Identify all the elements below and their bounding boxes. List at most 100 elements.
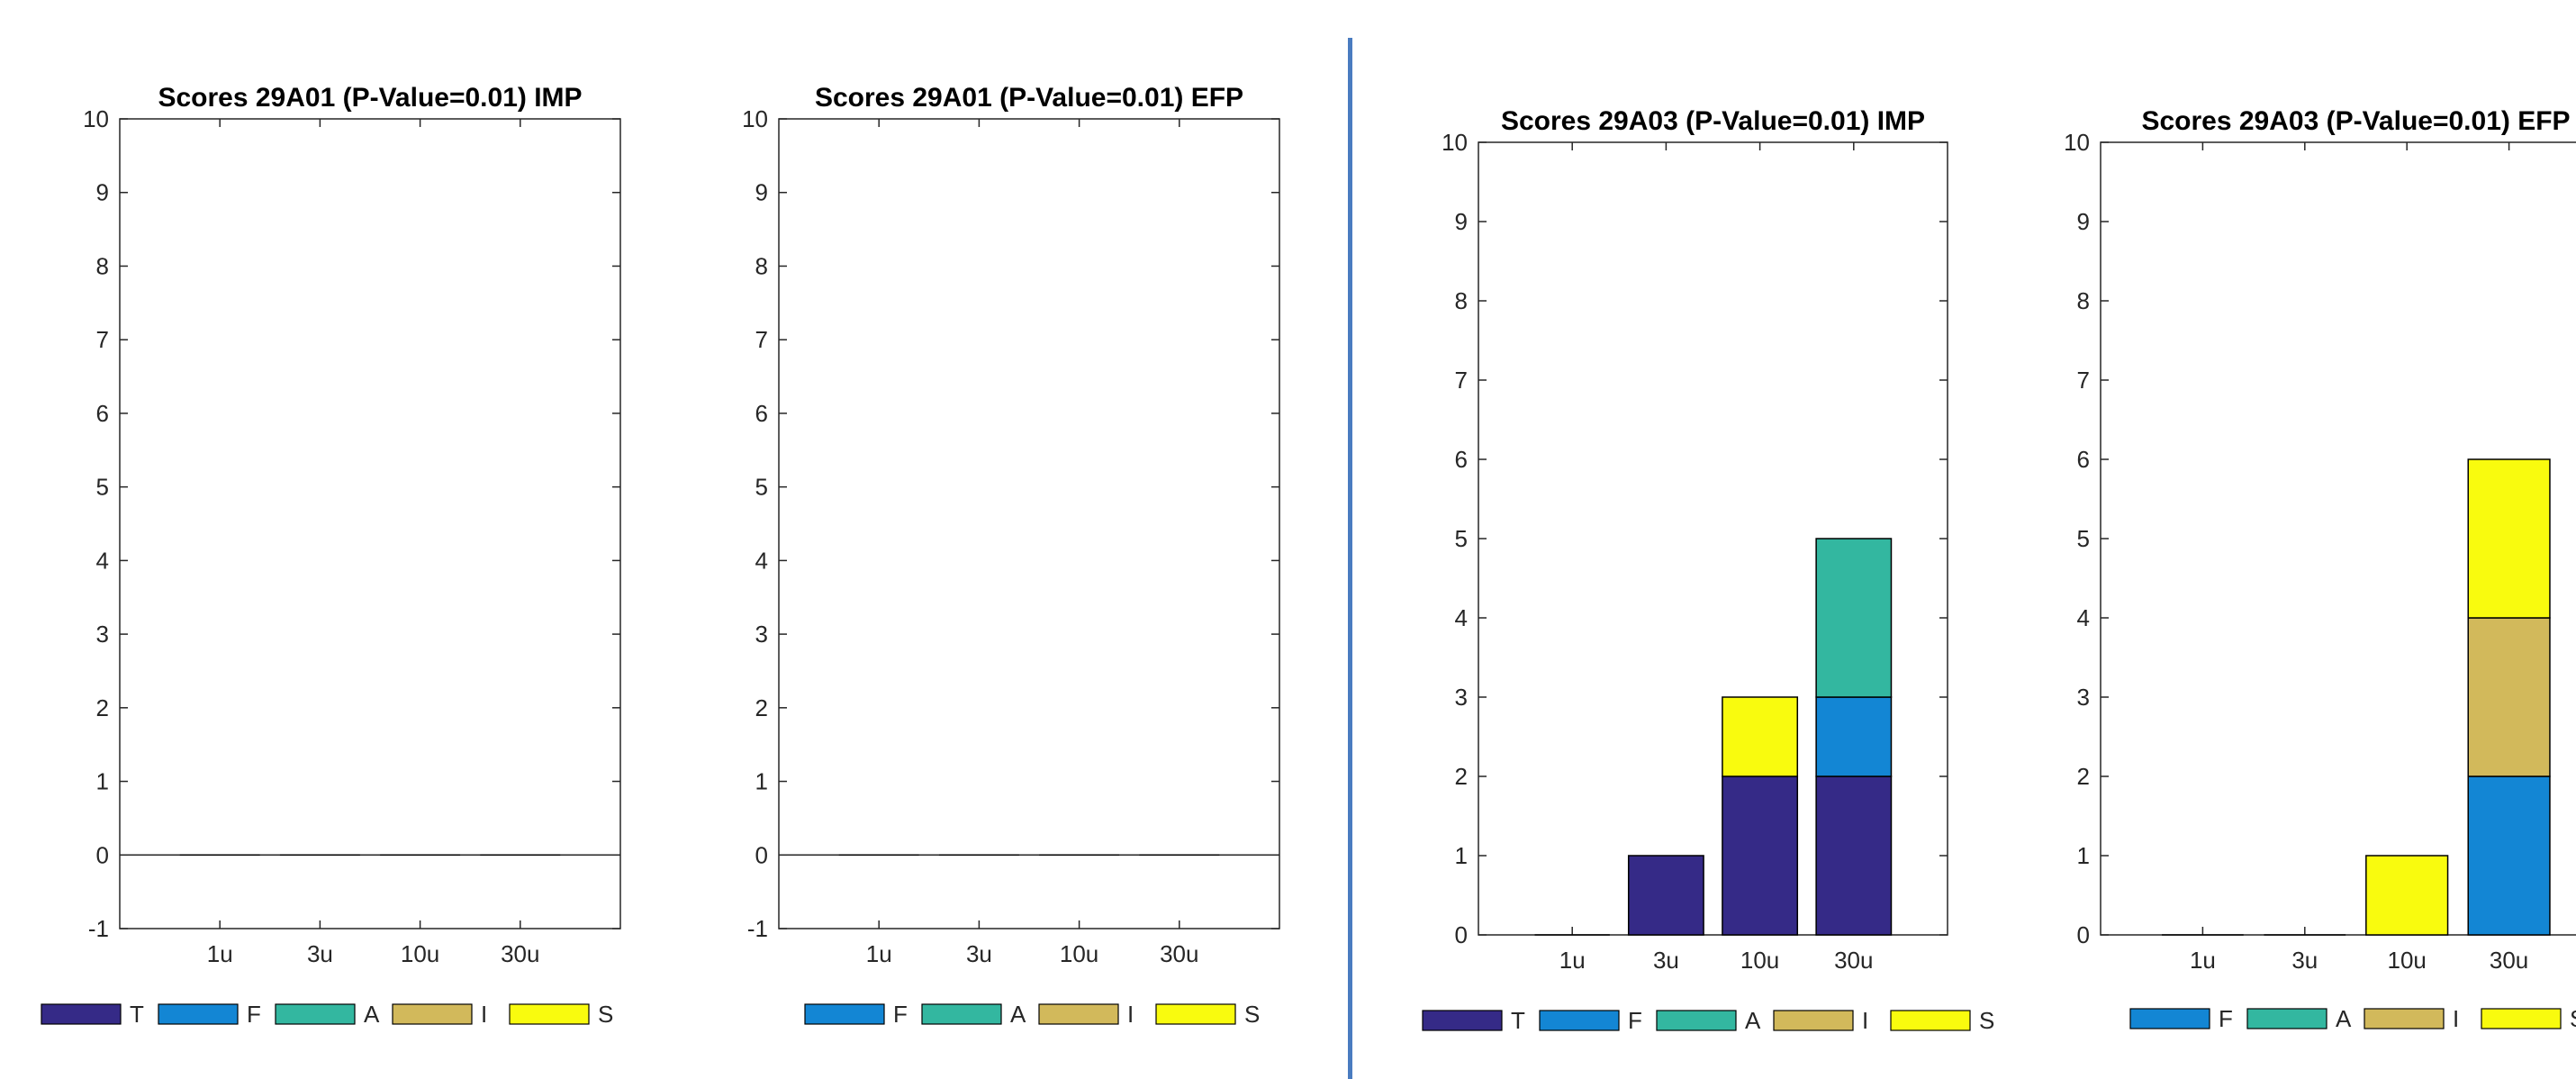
x-tick-label: 10u	[1740, 947, 1779, 974]
y-tick-label: -1	[88, 915, 109, 942]
bar-segment-T-3u	[1627, 855, 1704, 936]
y-tick-label: 9	[2077, 208, 2090, 235]
chart-title: Scores 29A01 (P-Value=0.01) IMP	[158, 83, 582, 113]
legend-label-A: A	[2336, 1005, 2352, 1032]
y-tick-label: 3	[96, 621, 109, 648]
y-tick-label: 9	[1455, 208, 1468, 235]
legend-label-S: S	[1979, 1007, 1994, 1034]
legend-swatch-F	[804, 1003, 885, 1025]
y-tick-label: 10	[83, 105, 109, 132]
bar-segment-F-30u	[1815, 696, 1893, 777]
y-tick-label: 0	[2077, 921, 2090, 948]
bar-segment-T-30u	[1815, 775, 1893, 936]
y-tick-label: 0	[755, 841, 768, 868]
bar-segment-S-30u	[2467, 458, 2551, 619]
legend-label-T: T	[1511, 1007, 1525, 1034]
plot-area-frame	[119, 118, 621, 929]
legend-label-A: A	[364, 1001, 380, 1028]
legend-swatch-I	[1773, 1010, 1854, 1031]
chart-panel-4: Scores 29A03 (P-Value=0.01) EFP 0 1 2 3 4 5 6 7 8…	[2064, 106, 2576, 1032]
legend-swatch-A	[921, 1003, 1002, 1025]
y-tick-label: 7	[96, 326, 109, 353]
y-tick-label: 8	[96, 252, 109, 279]
panel-divider	[1348, 38, 1352, 1079]
chart-title: Scores 29A03 (P-Value=0.01) EFP	[2141, 106, 2570, 136]
legend-label-F: F	[893, 1001, 908, 1028]
y-tick-label: 3	[1455, 684, 1468, 711]
y-tick-label: 2	[2077, 763, 2090, 790]
legend-swatch-I	[392, 1003, 473, 1025]
legend-label-T: T	[130, 1001, 144, 1028]
legend-swatch-I	[1038, 1003, 1119, 1025]
legend-label-S: S	[598, 1001, 613, 1028]
bar-segment-S-10u	[2365, 855, 2449, 936]
legend-label-F: F	[1628, 1007, 1642, 1034]
legend-swatch-A	[275, 1003, 356, 1025]
y-tick-label: 6	[96, 400, 109, 427]
y-tick-label: 8	[755, 252, 768, 279]
legend-label-I: I	[481, 1001, 487, 1028]
y-tick-label: 7	[755, 326, 768, 353]
y-tick-label: 0	[96, 841, 109, 868]
chart-panel-2: Scores 29A01 (P-Value=0.01) EFP -1 0 1 2 3 4 5 6…	[742, 83, 1280, 1028]
x-tick-label: 1u	[1559, 947, 1586, 974]
legend-label-A: A	[1010, 1001, 1026, 1028]
legend-swatch-F	[2129, 1008, 2210, 1029]
plot-area-frame	[778, 118, 1280, 929]
legend-label-F: F	[2219, 1005, 2233, 1032]
y-tick-label: 1	[1455, 842, 1468, 869]
y-tick-label: 4	[755, 547, 768, 574]
legend-swatch-S	[1155, 1003, 1236, 1025]
y-tick-label: 8	[1455, 287, 1468, 314]
y-tick-label: 10	[1442, 129, 1468, 156]
y-tick-label: 4	[96, 547, 109, 574]
y-tick-label: 5	[1455, 525, 1468, 552]
bar-segment-A-30u	[1815, 538, 1893, 698]
x-tick-label: 3u	[307, 940, 333, 967]
y-tick-label: 3	[2077, 684, 2090, 711]
y-tick-label: 8	[2077, 287, 2090, 314]
x-tick-label: 30u	[1834, 947, 1873, 974]
y-tick-label: 2	[96, 694, 109, 721]
x-tick-label: 30u	[501, 940, 539, 967]
y-tick-label: 6	[2077, 446, 2090, 473]
legend-label-F: F	[247, 1001, 261, 1028]
y-tick-label: 1	[755, 768, 768, 795]
y-tick-label: 5	[2077, 525, 2090, 552]
legend-swatch-I	[2364, 1008, 2445, 1029]
legend-swatch-S	[1890, 1010, 1971, 1031]
legend-label-I: I	[1127, 1001, 1134, 1028]
y-tick-label: 4	[2077, 604, 2090, 631]
chart-panel-1: Scores 29A01 (P-Value=0.01) IMP -1 0 1 2 3 4 5 6…	[41, 83, 621, 1028]
x-tick-label: 1u	[2190, 947, 2216, 974]
y-tick-label: 4	[1455, 604, 1468, 631]
y-tick-label: 2	[1455, 763, 1468, 790]
y-tick-label: 1	[96, 768, 109, 795]
x-tick-label: 3u	[1653, 947, 1679, 974]
y-tick-label: 0	[1455, 921, 1468, 948]
bar-segment-S-10u	[1722, 696, 1799, 777]
legend-swatch-A	[2246, 1008, 2327, 1029]
y-tick-label: 6	[1455, 446, 1468, 473]
legend-swatch-S	[2481, 1008, 2562, 1029]
legend-label-I: I	[1862, 1007, 1868, 1034]
legend-swatch-F	[1539, 1010, 1620, 1031]
x-tick-label: 1u	[207, 940, 233, 967]
y-tick-label: 5	[755, 474, 768, 501]
legend-label-A: A	[1745, 1007, 1761, 1034]
legend-label-S: S	[1244, 1001, 1260, 1028]
x-tick-label: 3u	[2291, 947, 2318, 974]
y-tick-label: 3	[755, 621, 768, 648]
legend-swatch-T	[1422, 1010, 1503, 1031]
bar-segment-T-10u	[1722, 775, 1799, 936]
legend-label-S: S	[2570, 1005, 2576, 1032]
y-tick-label: 10	[742, 105, 768, 132]
legend-label-I: I	[2453, 1005, 2459, 1032]
y-tick-label: 6	[755, 400, 768, 427]
x-tick-label: 10u	[1060, 940, 1098, 967]
y-tick-label: 5	[96, 474, 109, 501]
